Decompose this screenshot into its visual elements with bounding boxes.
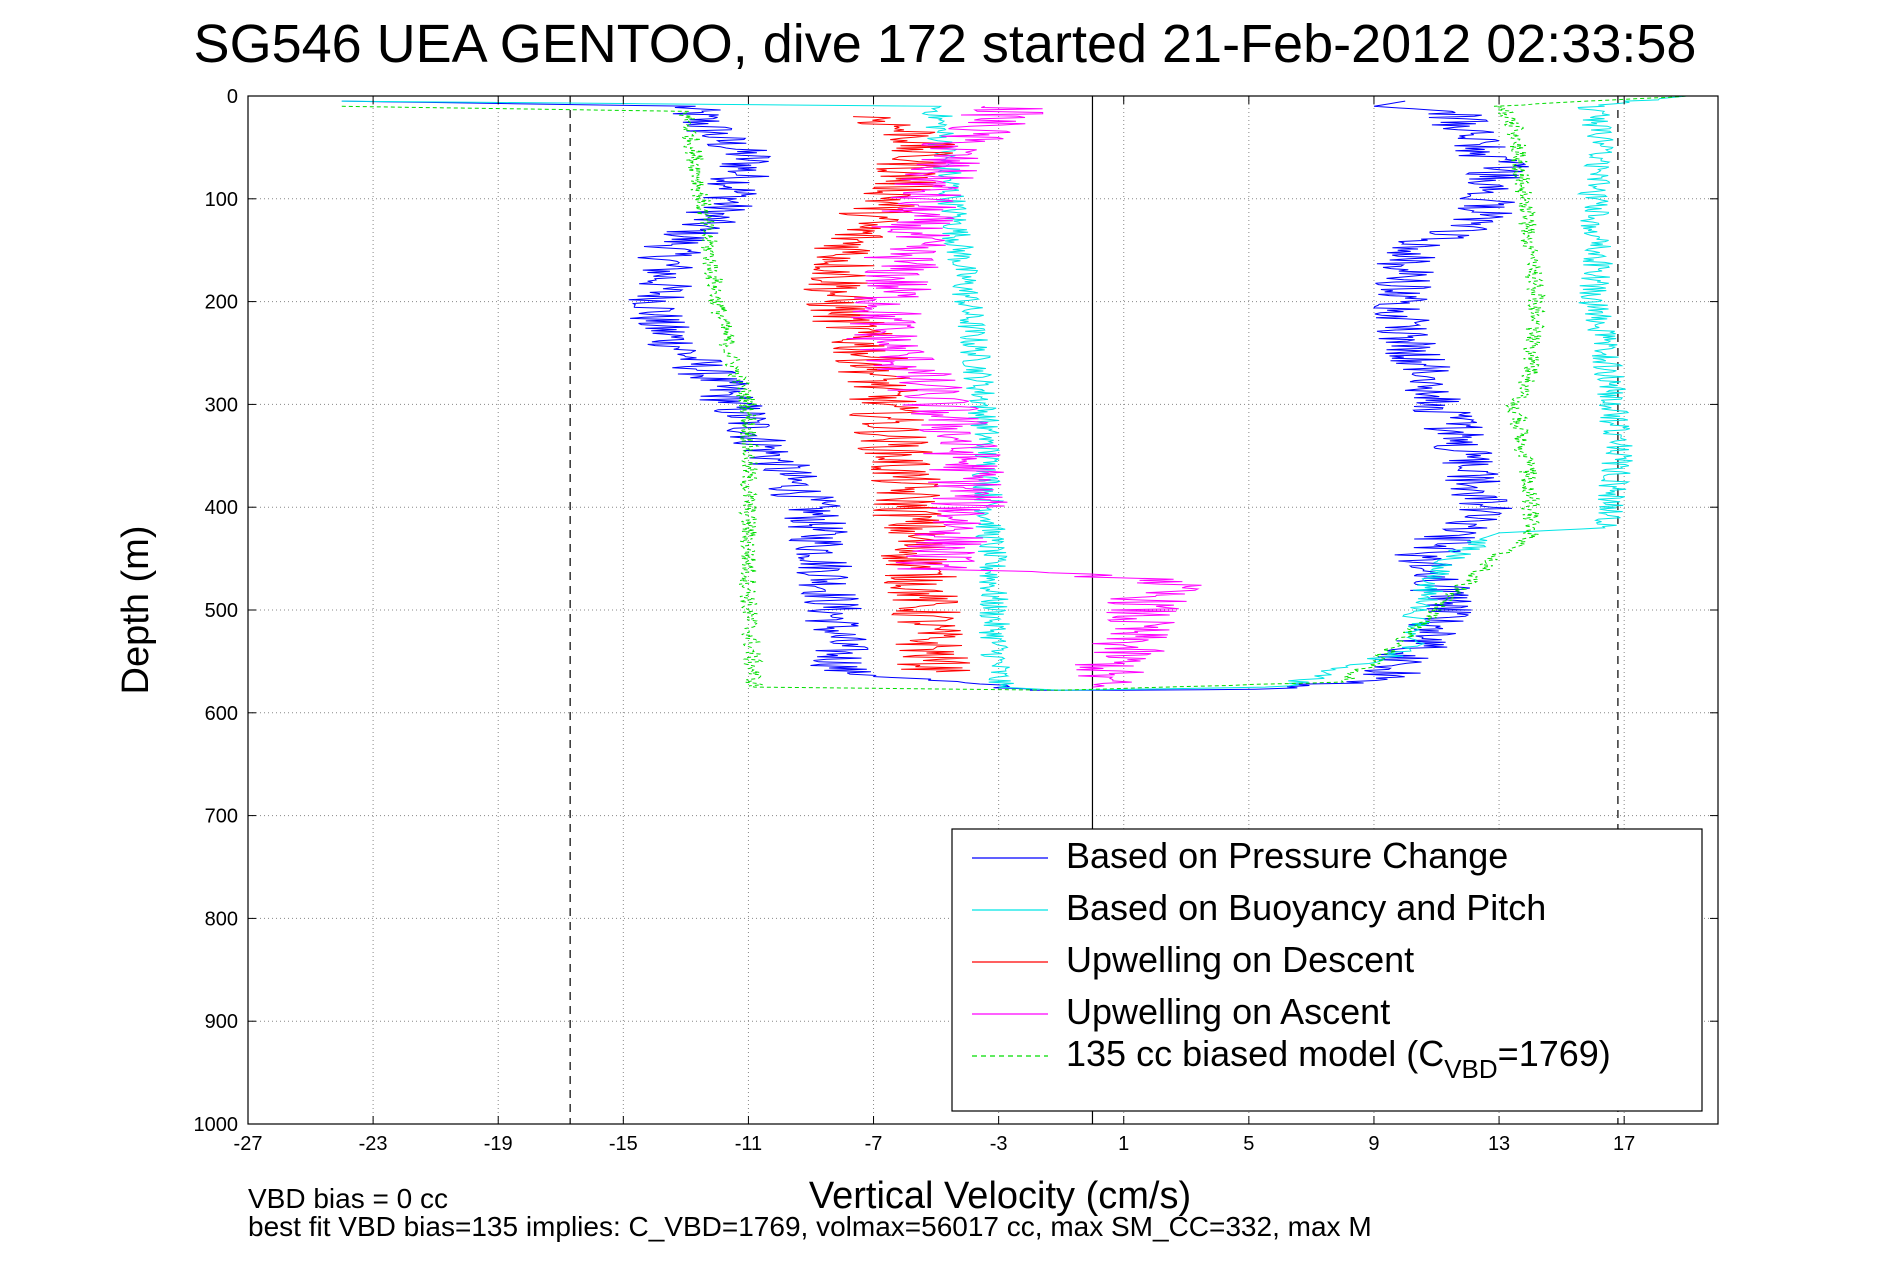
y-tick-label: 1000 [194,1114,239,1136]
x-tick-label: -19 [484,1133,513,1155]
legend: Based on Pressure Change Based on Buoyanc… [951,828,1703,1112]
y-tick-label: 200 [205,292,238,314]
x-tick-label: -7 [865,1133,883,1155]
legend-label: Upwelling on Ascent [1066,991,1390,1032]
x-tick-label: 13 [1488,1133,1510,1155]
y-tick-label: 400 [205,497,238,519]
y-axis-label: Depth (m) [115,526,157,695]
legend-label-main: 135 cc biased model (C [1066,1033,1444,1074]
axis-ticks: -27 -23 -19 -15 -11 -7 -3 1 5 9 13 17 0 100 200 300 400 5… [194,86,1718,1155]
footnote-vbd-bias: VBD bias = 0 cc [248,1183,448,1214]
y-tick-label: 500 [205,600,238,622]
series-line-5 [341,95,1687,691]
x-tick-label: -11 [735,1133,762,1155]
y-tick-label: 900 [205,1011,238,1033]
legend-label-subscript: VBD [1444,1054,1497,1084]
x-tick-label: 17 [1613,1133,1635,1155]
y-tick-label: 0 [227,86,238,108]
y-tick-label: 300 [205,394,238,416]
series-line-1 [341,100,1529,691]
legend-label: Upwelling on Descent [1066,939,1414,980]
footnote-best-fit: best fit VBD bias=135 implies: C_VBD=176… [248,1211,1372,1242]
x-axis-label: Vertical Velocity (cm/s) [809,1175,1191,1217]
x-tick-label: -3 [990,1133,1008,1155]
series-line-3 [803,116,971,673]
y-tick-label: 600 [205,703,238,725]
legend-label-end: =1769) [1498,1033,1611,1074]
chart-title: SG546 UEA GENTOO, dive 172 started 21-Fe… [194,14,1697,74]
x-tick-label: -23 [359,1133,388,1155]
x-tick-label: 5 [1243,1133,1254,1155]
legend-label: Based on Pressure Change [1066,835,1508,876]
legend-label: 135 cc biased model (CVBD=1769) [1066,1033,1611,1084]
x-tick-label: 1 [1118,1133,1129,1155]
series-line-4 [846,105,1202,688]
y-tick-label: 800 [205,908,238,930]
y-tick-label: 700 [205,806,238,828]
x-tick-label: -27 [234,1133,263,1155]
legend-box [951,828,1703,1112]
legend-label: Based on Buoyancy and Pitch [1066,887,1546,928]
series-line-2 [341,95,1687,691]
x-tick-label: -15 [609,1133,638,1155]
y-tick-label: 100 [205,189,238,211]
series-group [341,95,1687,691]
x-tick-label: 9 [1368,1133,1379,1155]
